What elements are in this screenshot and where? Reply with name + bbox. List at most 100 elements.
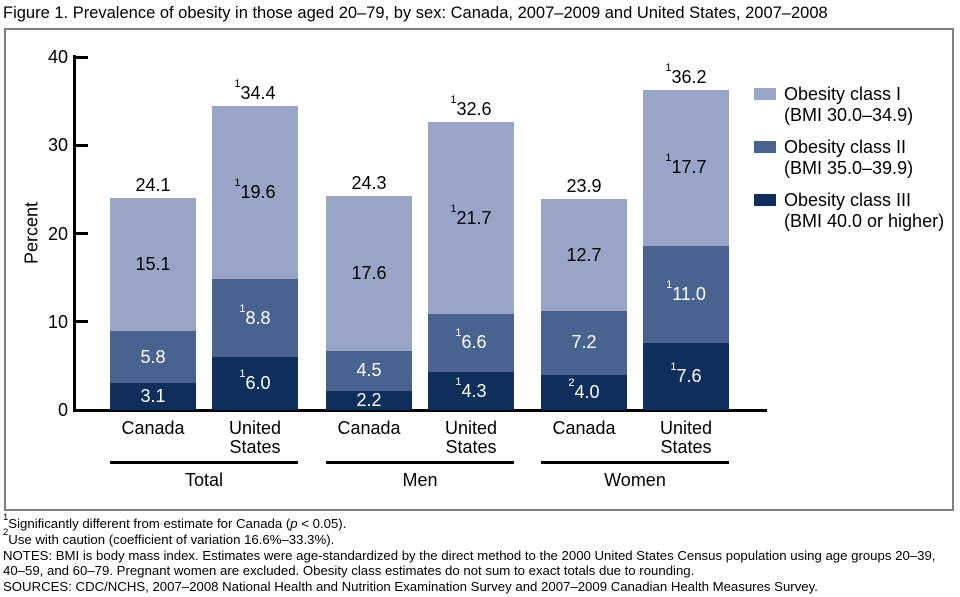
bar-segment-class-II: 5.8 [110, 331, 196, 383]
bar-country-label: United States [659, 418, 713, 457]
significance-superscript: 1 [239, 368, 246, 381]
y-tick-label: 0 [57, 400, 68, 420]
bar-total-label: 23.9 [566, 176, 602, 197]
legend-label: Obesity class III (BMI 40.0 or higher) [784, 190, 945, 231]
significance-superscript: 2 [568, 376, 575, 389]
segment-value-label: 7.2 [571, 332, 597, 353]
figure-title: Figure 1. Prevalence of obesity in those… [3, 4, 828, 22]
segment-value-label: 119.6 [234, 177, 276, 203]
significance-superscript: 1 [239, 302, 246, 315]
significance-superscript: 1 [450, 94, 457, 107]
y-tick-label: 10 [47, 311, 68, 332]
legend-swatch-class-II [754, 141, 776, 153]
legend-item-class-I: Obesity class I (BMI 30.0–34.9) [754, 84, 944, 126]
x-axis-line [73, 409, 767, 412]
bar-segment-class-II: 16.6 [428, 313, 514, 373]
bar-segment-class-II: 4.5 [326, 350, 412, 391]
group-underline [110, 461, 298, 464]
segment-value-label: 18.8 [239, 302, 271, 328]
significance-superscript: 1 [234, 78, 241, 91]
group-underline [326, 461, 514, 464]
bar-total-label: 134.4 [234, 78, 276, 104]
segment-value-label: 14.3 [455, 375, 487, 401]
bar-segment-class-I: 17.6 [326, 195, 412, 351]
segment-value-label: 16.0 [239, 368, 271, 394]
footnote-line: 2Use with caution (coefficient of variat… [3, 527, 335, 547]
footnote-line: SOURCES: CDC/NCHS, 2007–2008 National He… [3, 579, 818, 595]
bar-segment-class-I: 15.1 [110, 198, 196, 332]
footnote-superscript: 1 [3, 511, 9, 523]
y-tick-label: 40 [47, 47, 68, 67]
bar-country-label: Canada [337, 418, 401, 438]
significance-superscript: 1 [670, 360, 677, 373]
y-tick-label: 30 [47, 135, 68, 156]
legend-item-class-II: Obesity class II (BMI 35.0–39.9) [754, 137, 944, 179]
y-axis-title: Percent [21, 201, 42, 265]
legend-swatch-class-I [754, 88, 776, 100]
bar-segment-class-III: 2.2 [326, 389, 412, 410]
segment-value-label: 12.7 [566, 244, 602, 265]
group-underline [541, 461, 729, 464]
y-tick [76, 55, 88, 59]
legend: Obesity class I (BMI 30.0–34.9) Obesity c… [754, 84, 944, 243]
group-label: Men [402, 470, 438, 490]
y-axis-line [73, 55, 76, 412]
bar-segment-class-I: 117.7 [643, 89, 729, 246]
bar-country-label: United States [228, 418, 282, 457]
significance-superscript: 1 [450, 202, 457, 215]
segment-value-label: 117.7 [665, 152, 707, 178]
segment-value-label: 17.6 [351, 262, 387, 283]
significance-superscript: 1 [665, 152, 672, 165]
significance-superscript: 1 [234, 177, 241, 190]
significance-superscript: 1 [455, 327, 462, 340]
footnote-line: 1Significantly different from estimate f… [3, 511, 347, 531]
segment-value-label: 3.1 [140, 385, 166, 406]
bar-segment-class-III: 24.0 [541, 374, 627, 410]
segment-value-label: 4.5 [356, 360, 382, 381]
bar-segment-class-I: 121.7 [428, 122, 514, 314]
segment-value-label: 24.0 [568, 376, 600, 402]
chart-frame [4, 28, 954, 511]
bar-country-label: United States [444, 418, 498, 457]
significance-superscript: 1 [665, 61, 672, 74]
legend-label: Obesity class I (BMI 30.0–34.9) [784, 84, 914, 125]
segment-value-label: 17.6 [670, 360, 702, 386]
bar-segment-class-II: 18.8 [212, 279, 298, 358]
bar-segment-class-I: 12.7 [541, 199, 627, 312]
bar-total-label: 24.3 [351, 172, 387, 193]
bar-segment-class-III: 3.1 [110, 382, 196, 410]
segment-value-label: 111.0 [666, 278, 706, 304]
legend-label: Obesity class II (BMI 35.0–39.9) [784, 137, 914, 178]
y-tick-label: 20 [47, 223, 68, 244]
bar-total-label: 24.1 [135, 175, 171, 196]
bar-country-label: Canada [121, 418, 185, 438]
group-label: Women [604, 470, 666, 490]
bar-segment-class-I: 119.6 [212, 106, 298, 280]
footnote-superscript: 2 [3, 527, 9, 539]
group-label: Total [184, 470, 224, 490]
bar-segment-class-III: 17.6 [643, 342, 729, 410]
y-tick [76, 232, 88, 235]
y-tick [76, 320, 88, 324]
legend-swatch-class-III [754, 194, 776, 206]
segment-value-label: 5.8 [140, 346, 166, 367]
segment-value-label: 2.2 [356, 389, 382, 410]
legend-item-class-III: Obesity class III (BMI 40.0 or higher) [754, 190, 944, 232]
footnote-italic-p: p [290, 516, 298, 531]
bar-segment-class-II: 111.0 [643, 245, 729, 343]
bar-total-label: 132.6 [450, 94, 492, 120]
y-tick [76, 143, 88, 147]
bar-segment-class-III: 16.0 [212, 357, 298, 410]
footnotes: 1Significantly different from estimate f… [3, 511, 945, 595]
significance-superscript: 1 [666, 278, 673, 291]
segment-value-label: 121.7 [450, 202, 492, 228]
significance-superscript: 1 [455, 375, 462, 388]
bar-segment-class-III: 14.3 [428, 372, 514, 410]
bar-segment-class-II: 7.2 [541, 311, 627, 375]
bar-total-label: 136.2 [665, 61, 707, 87]
footnote-line: NOTES: BMI is body mass index. Estimates… [3, 547, 936, 579]
bar-country-label: Canada [552, 418, 616, 438]
segment-value-label: 16.6 [455, 327, 487, 353]
